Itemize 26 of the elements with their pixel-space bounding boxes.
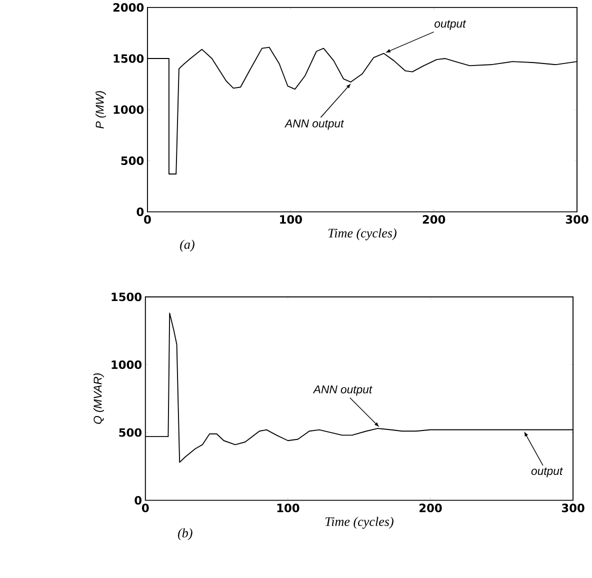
x-tick-label: 100 — [277, 504, 300, 512]
text: (b) — [178, 528, 192, 540]
annotation: ANN output — [312, 386, 372, 396]
x-axis-title: Time (cycles) — [328, 228, 396, 240]
y-axis-title: Q (MVAR) — [93, 374, 104, 424]
y-tick-label: 2000 — [113, 3, 144, 12]
x-tick-label: 100 — [280, 215, 302, 224]
x-axis-title: Time (cycles) — [325, 517, 394, 529]
y-tick-label: 1500 — [112, 292, 142, 302]
x-tick-label: 200 — [422, 215, 446, 224]
y-tick-label: 0 — [136, 208, 144, 216]
x-tick-label: 200 — [420, 504, 442, 512]
annotation: ANN output — [284, 120, 344, 130]
y-tick-label: 500 — [121, 156, 144, 166]
annotation: output — [531, 468, 563, 478]
x-tick-label: 300 — [566, 215, 588, 224]
y-tick-label: 0 — [134, 496, 142, 505]
y-tick-label: 500 — [119, 428, 142, 437]
y-tick-label: 1500 — [114, 54, 144, 64]
y-tick-label: 1000 — [112, 360, 142, 370]
y-tick-label: 1000 — [114, 106, 144, 114]
text: (a) — [180, 240, 194, 252]
y-axis-title: P (MW) — [95, 91, 106, 129]
x-tick-label: 300 — [562, 504, 584, 512]
annotation: output — [434, 20, 466, 30]
x-tick-label: 0 — [144, 215, 151, 224]
